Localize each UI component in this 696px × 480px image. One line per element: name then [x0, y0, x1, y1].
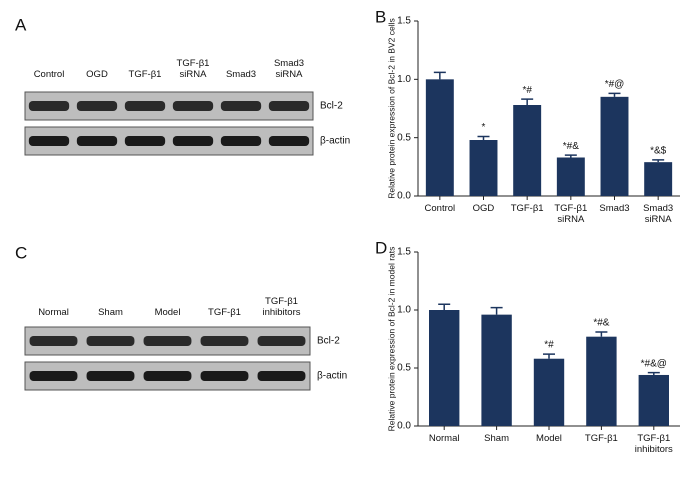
bar: [469, 140, 498, 196]
y-tick-label: 1.5: [397, 247, 411, 258]
band: [268, 136, 310, 146]
band: [124, 101, 166, 111]
y-tick-label: 0.0: [397, 421, 411, 432]
annotation: *#@: [605, 79, 625, 90]
x-tick-label: TGF-β1 siRNA: [554, 203, 588, 225]
x-tick-label: TGF-β1: [510, 203, 544, 214]
band: [86, 371, 135, 381]
band: [257, 371, 306, 381]
band: [143, 336, 192, 346]
bar: [533, 358, 565, 426]
band: [28, 101, 70, 111]
y-axis-label: Relative protein expression of Bcl-2 in …: [386, 18, 396, 198]
annotation: *#&@: [641, 358, 667, 369]
band: [86, 336, 135, 346]
band: [29, 336, 78, 346]
x-tick-label: Control: [424, 203, 456, 214]
band: [200, 371, 249, 381]
annotation: *#&: [593, 318, 609, 329]
bar: [586, 336, 617, 426]
y-tick-label: 1.0: [397, 305, 411, 316]
annotation: *#: [522, 85, 532, 96]
band: [76, 136, 118, 146]
y-tick-label: 0.5: [397, 363, 411, 374]
band: [257, 336, 306, 346]
error-bar: [595, 331, 608, 337]
error-bar: [652, 159, 665, 163]
bar: [638, 374, 669, 426]
panel-label: C: [15, 243, 27, 262]
y-tick-label: 1.5: [397, 16, 411, 27]
annotation: *: [482, 122, 486, 133]
error-bar: [490, 306, 503, 315]
band: [220, 136, 262, 146]
band: [28, 136, 70, 146]
bar: [425, 79, 454, 196]
lane-label: TGF-β1 siRNA: [176, 58, 210, 80]
y-tick-label: 0.5: [397, 132, 411, 143]
row-label: Bcl-2: [317, 336, 340, 347]
bar: [429, 310, 460, 426]
x-tick-label: Sham: [484, 433, 509, 444]
error-bar: [433, 71, 446, 80]
error-bar: [543, 353, 555, 359]
lane-label: TGF-β1 inhibitors: [262, 296, 301, 318]
lane-label: Sham: [98, 307, 123, 318]
panel-label: A: [15, 15, 27, 34]
x-tick-label: TGF-β1: [584, 433, 618, 444]
x-tick-label: Normal: [428, 433, 460, 444]
x-tick-label: Model: [536, 433, 562, 444]
band: [143, 371, 192, 381]
row-label: Bcl-2: [320, 101, 343, 112]
error-bar: [564, 154, 577, 158]
row-label: β-actin: [320, 136, 350, 147]
bar: [513, 105, 542, 196]
error-bar: [647, 371, 660, 375]
blot-box: [24, 126, 314, 156]
lane-label: TGF-β1: [128, 69, 162, 80]
error-bar: [521, 98, 534, 105]
band: [29, 371, 78, 381]
x-tick-label: Smad3: [599, 203, 630, 214]
error-bar: [438, 303, 451, 310]
lane-label: Smad3: [225, 69, 257, 80]
x-tick-label: OGD: [472, 203, 495, 214]
bar: [481, 314, 512, 426]
band: [220, 101, 262, 111]
bar: [644, 162, 673, 196]
band: [268, 101, 310, 111]
lane-label: Control: [33, 69, 65, 80]
annotation: *#&: [563, 141, 579, 152]
band: [172, 136, 214, 146]
band: [200, 336, 249, 346]
lane-label: Smad3 siRNA: [273, 58, 305, 80]
x-tick-label: TGF-β1 inhibitors: [634, 433, 673, 455]
y-axis-label: Relative protein expression of Bcl-2 in …: [386, 247, 396, 432]
error-bar: [477, 135, 490, 140]
bar: [556, 157, 585, 196]
lane-label: OGD: [86, 69, 108, 80]
band: [124, 136, 166, 146]
lane-label: TGF-β1: [208, 307, 241, 318]
bar: [600, 96, 629, 196]
y-tick-label: 1.0: [397, 74, 411, 85]
lane-label: Normal: [38, 307, 69, 318]
lane-label: Model: [154, 307, 181, 318]
row-label: β-actin: [317, 371, 347, 382]
annotation: *&$: [650, 145, 667, 156]
band: [172, 101, 214, 111]
error-bar: [608, 92, 621, 97]
panel-label: B: [375, 7, 386, 26]
blot-box: [24, 91, 314, 121]
band: [76, 101, 118, 111]
annotation: *#: [544, 340, 554, 351]
panel-label: D: [375, 238, 387, 257]
x-tick-label: Smad3 siRNA: [643, 203, 674, 225]
y-tick-label: 0.0: [397, 191, 411, 202]
